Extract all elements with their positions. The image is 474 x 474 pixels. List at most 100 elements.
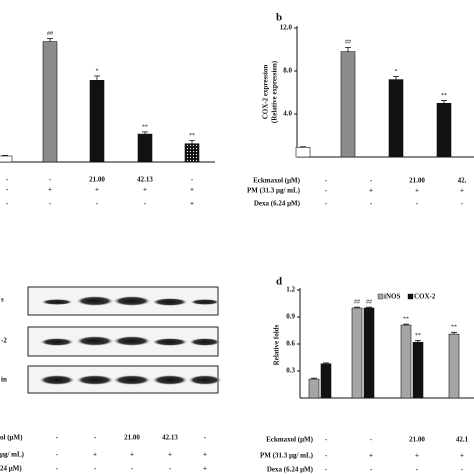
bar (436, 102, 452, 158)
treatment-label: ol (μM) (0, 434, 23, 442)
y-axis-label: COX-2 expression (262, 65, 270, 120)
significance: ** (142, 124, 148, 130)
significance: ** (451, 325, 457, 331)
error-bar (366, 306, 372, 308)
legend-swatch (407, 293, 414, 300)
legend-label: COX-2 (414, 293, 436, 301)
error-bar (311, 377, 317, 380)
bar (137, 133, 153, 163)
treatment-value: - (96, 200, 99, 208)
treatment-value: - (370, 177, 373, 185)
error-bar (403, 323, 409, 326)
bar (320, 363, 332, 399)
bar (388, 79, 404, 158)
treatment-value: + (190, 200, 194, 208)
band (41, 299, 73, 305)
treatment-value: - (325, 466, 328, 474)
treatment-value: + (93, 451, 97, 459)
significance: ## (354, 299, 360, 305)
band (76, 375, 114, 385)
significance: * (96, 68, 99, 74)
bar (42, 41, 58, 163)
bar (340, 51, 356, 158)
blot-row-label: in (1, 376, 7, 384)
significance: ## (366, 299, 372, 305)
treatment-value: - (94, 434, 97, 442)
treatment-label: Eckmaxol (μM) (266, 436, 314, 444)
band (113, 296, 151, 306)
bar (400, 324, 412, 399)
treatment-value: - (370, 200, 373, 208)
y-tick-label: 12.0 (280, 24, 293, 32)
y-tick-label: 0.6 (286, 340, 295, 348)
treatment-label: μg/ mL) (0, 451, 25, 459)
bar (363, 307, 375, 399)
band (152, 338, 188, 346)
treatment-value: - (325, 177, 328, 185)
band (39, 375, 75, 385)
band (152, 375, 188, 385)
treatment-value: - (131, 465, 134, 473)
error-bar (47, 37, 53, 42)
treatment-value: - (6, 186, 9, 194)
blot: s -2 in (1, 286, 222, 394)
treatment-value: 42.13 (162, 434, 178, 442)
treatment-label: PM (31.3 μg/ mL) (260, 452, 314, 460)
significance: ## (47, 31, 53, 37)
treatment-value: + (415, 187, 419, 195)
treatment-label: PM (31.3 μg/ mL) (247, 187, 301, 195)
bar (89, 80, 105, 163)
panel-label: d (276, 276, 282, 288)
treatment-value: 21.00 (409, 436, 425, 444)
treatment-value: - (461, 200, 464, 208)
treatment-value: 42.13 (137, 176, 153, 184)
treatment-value: + (203, 465, 207, 473)
treatment-label: Eckmaxol (μM) (253, 177, 301, 185)
significance: ** (403, 317, 409, 323)
band (189, 338, 221, 346)
treatment-value: + (168, 451, 172, 459)
treatment-value: + (460, 452, 464, 460)
bar (184, 143, 200, 163)
error-bar (300, 146, 306, 148)
band (40, 338, 74, 346)
error-bar (189, 140, 195, 144)
bar (448, 333, 460, 399)
bar (351, 307, 363, 399)
treatment-label: 24 μM) (0, 465, 22, 473)
treatment-value: - (144, 200, 147, 208)
y-tick-label: 0.3 (286, 367, 295, 375)
band (188, 375, 222, 385)
treatment-value: - (370, 436, 373, 444)
error-bar (354, 306, 360, 308)
treatment-value: + (130, 451, 134, 459)
band (152, 298, 188, 306)
treatment-value: - (49, 176, 52, 184)
error-bar (323, 362, 329, 364)
treatment-value: - (325, 452, 328, 460)
treatment-value: - (416, 466, 419, 474)
error-bar (2, 155, 8, 156)
treatment-value: 21.00 (409, 177, 425, 185)
bar (308, 378, 320, 399)
band (76, 296, 114, 306)
error-bar (94, 75, 100, 81)
significance: ** (415, 333, 421, 339)
blot-row-label: -2 (1, 337, 7, 345)
y-tick-label: 4.0 (283, 110, 292, 118)
treatment-value: - (6, 200, 9, 208)
error-bar (441, 100, 447, 104)
y-tick-label: 8.0 (283, 67, 292, 75)
treatment-value: - (49, 200, 52, 208)
significance: ** (441, 93, 447, 99)
treatment-value: + (415, 452, 419, 460)
treatment-value: + (369, 187, 373, 195)
treatment-label: Dexa (6.24 μM) (267, 466, 314, 474)
error-bar (393, 75, 399, 80)
significance: * (395, 69, 398, 75)
treatment-value: + (369, 452, 373, 460)
y-axis-label: (Relative expression) (271, 60, 279, 123)
y-tick-label: 1.2 (286, 286, 295, 294)
significance: ** (189, 133, 195, 139)
